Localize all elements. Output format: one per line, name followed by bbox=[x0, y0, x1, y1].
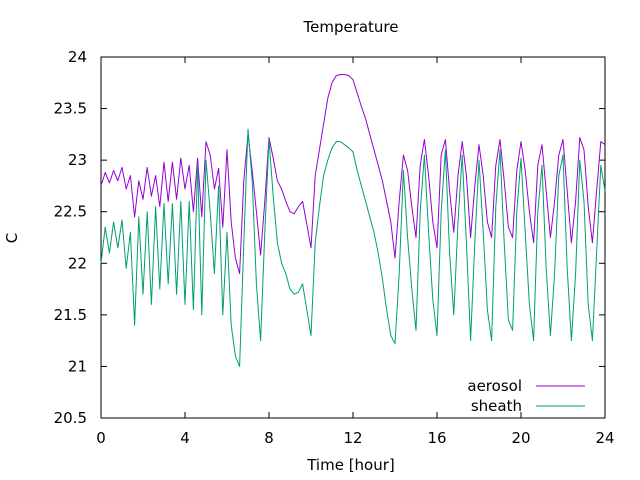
x-axis-label: Time [hour] bbox=[306, 456, 395, 474]
axis-tick-labels: 0 4 8 12 16 20 24 20.5 21 21.5 22 22.5 23 23.5 24 bbox=[54, 48, 615, 447]
y-tick-label-24: 24 bbox=[68, 48, 87, 66]
y-tick-label-20.5: 20.5 bbox=[54, 409, 87, 427]
x-tick-label-0: 0 bbox=[96, 429, 106, 447]
x-tick-label-20: 20 bbox=[511, 429, 530, 447]
series-line-aerosol bbox=[100, 74, 606, 275]
plot-frame bbox=[100, 56, 606, 419]
legend-label-sheath: sheath bbox=[471, 397, 522, 415]
legend-label-aerosol: aerosol bbox=[467, 377, 522, 395]
chart-title: Temperature bbox=[302, 18, 398, 36]
series-line-sheath bbox=[100, 128, 606, 367]
legend: aerosol sheath bbox=[467, 377, 585, 415]
y-tick-label-22: 22 bbox=[68, 254, 87, 272]
axis-ticks bbox=[100, 56, 606, 419]
y-tick-label-23.5: 23.5 bbox=[54, 100, 87, 118]
x-tick-label-8: 8 bbox=[264, 429, 274, 447]
x-tick-label-24: 24 bbox=[595, 429, 614, 447]
y-tick-label-23: 23 bbox=[68, 151, 87, 169]
x-tick-label-16: 16 bbox=[427, 429, 446, 447]
x-tick-label-12: 12 bbox=[343, 429, 362, 447]
y-tick-label-21: 21 bbox=[68, 357, 87, 375]
y-axis-label: C bbox=[3, 233, 21, 243]
x-tick-label-4: 4 bbox=[180, 429, 190, 447]
y-tick-label-21.5: 21.5 bbox=[54, 306, 87, 324]
y-tick-label-22.5: 22.5 bbox=[54, 203, 87, 221]
series-lines bbox=[100, 74, 606, 367]
